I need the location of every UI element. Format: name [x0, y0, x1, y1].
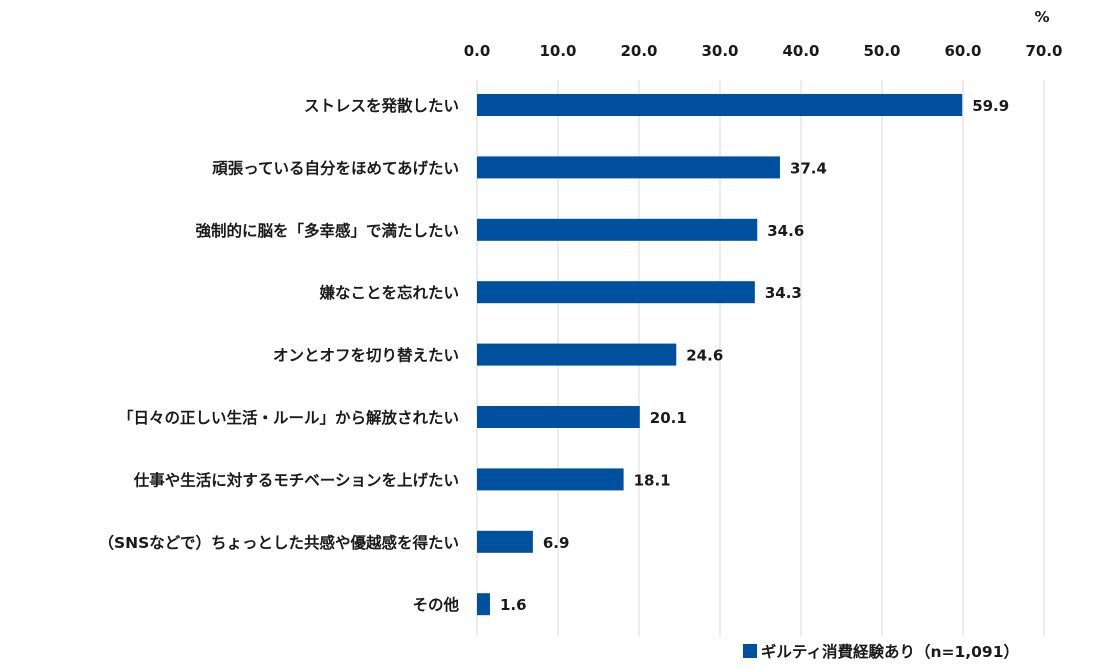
x-tick-label: 70.0	[1025, 42, 1062, 60]
bar	[477, 593, 490, 616]
legend: ギルティ消費経験あり（n=1,091）	[742, 640, 1019, 662]
axis-unit-label: %	[1034, 8, 1049, 26]
legend-label: ギルティ消費経験あり（n=1,091）	[760, 643, 1019, 661]
x-tick-label: 60.0	[944, 42, 981, 60]
x-tick-label: 40.0	[782, 42, 819, 60]
category-labels: ストレスを発散したい頑張っている自分をほめてあげたい強制的に脳を「多幸感」で満た…	[99, 96, 460, 614]
value-label: 37.4	[790, 159, 827, 177]
value-label: 34.3	[765, 284, 802, 302]
value-label: 24.6	[686, 347, 723, 365]
x-tick-label: 50.0	[863, 42, 900, 60]
category-label: オンとオフを切り替えたい	[273, 346, 459, 365]
category-label: 「日々の正しい生活・ルール」から解放されたい	[118, 408, 459, 427]
bar	[477, 343, 677, 366]
bar	[477, 156, 780, 179]
value-label: 59.9	[972, 97, 1009, 115]
category-label: （SNSなどで）ちょっとした共感や優越感を得たい	[99, 533, 460, 552]
category-label: ストレスを発散したい	[304, 96, 459, 115]
x-axis-ticks: 0.0 10.0 20.0 30.0 40.0 50.0 60.0 70.0	[464, 42, 1063, 60]
category-label: その他	[412, 595, 459, 614]
category-label: 頑張っている自分をほめてあげたい	[211, 158, 459, 177]
category-label: 強制的に脳を「多幸感」で満たしたい	[195, 221, 459, 240]
value-label: 18.1	[634, 471, 671, 489]
x-tick-label: 0.0	[464, 42, 491, 60]
bar	[477, 281, 755, 304]
bars	[477, 94, 963, 616]
legend-swatch	[742, 644, 757, 658]
x-tick-label: 10.0	[539, 42, 576, 60]
bar	[477, 468, 624, 491]
bar	[477, 94, 963, 116]
bar	[477, 530, 533, 553]
bar	[477, 406, 640, 428]
value-label: 20.1	[650, 409, 687, 427]
bar	[477, 218, 758, 241]
x-tick-label: 20.0	[620, 42, 657, 60]
value-label: 34.6	[767, 222, 804, 240]
value-label: 1.6	[500, 596, 527, 614]
category-label: 仕事や生活に対するモチベーションを上げたい	[133, 470, 459, 489]
value-label: 6.9	[543, 534, 570, 552]
value-labels: 59.9 37.4 34.6 34.3 24.6 20.1 18.1 6.9 1.6	[500, 97, 1009, 614]
x-tick-label: 30.0	[701, 42, 738, 60]
category-label: 嫌なことを忘れたい	[318, 283, 459, 302]
